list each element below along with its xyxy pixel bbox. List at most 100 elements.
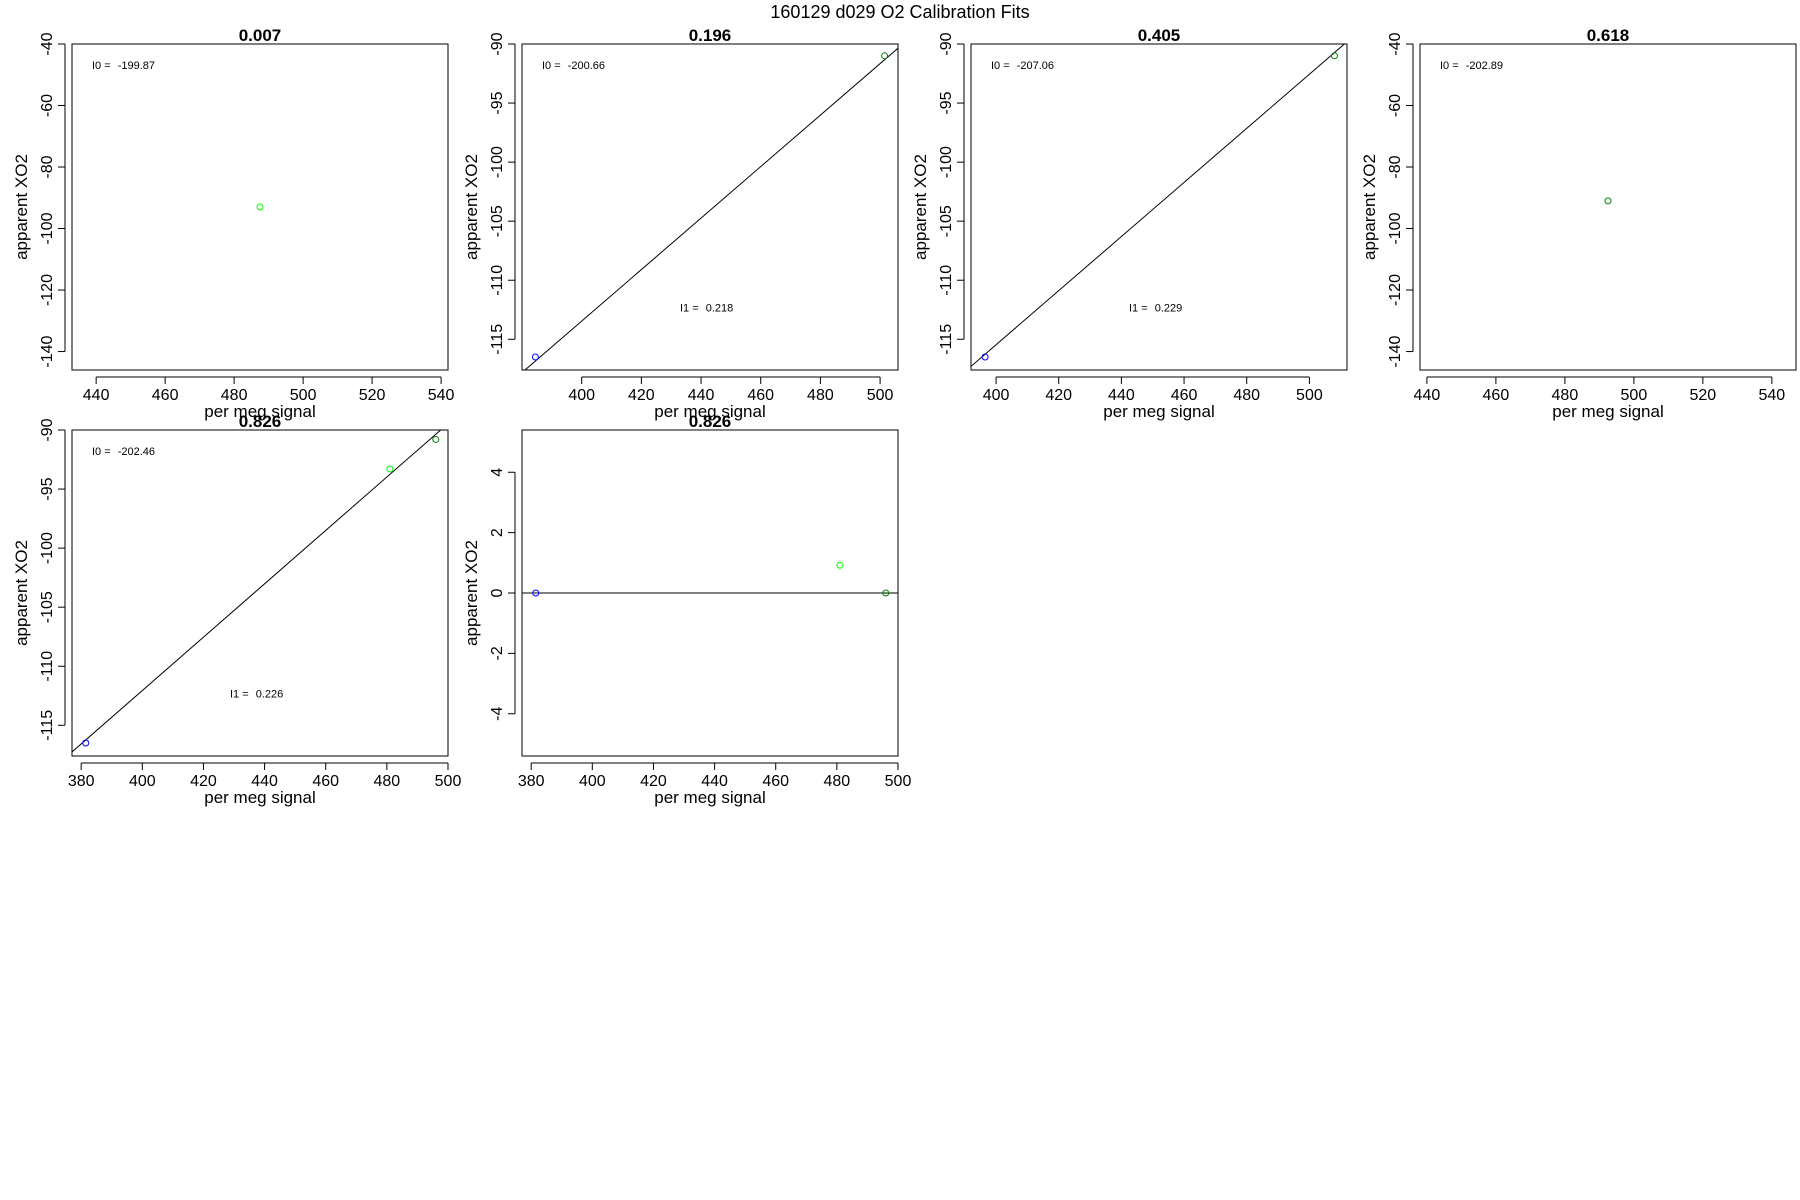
x-tick-label: 540	[428, 387, 455, 404]
plot-frame	[970, 43, 1348, 371]
panel-title: 0.007	[239, 26, 282, 45]
y-tick-label: -90	[489, 32, 506, 55]
data-point	[386, 465, 394, 473]
y-axis-label: apparent XO2	[1360, 154, 1379, 260]
y-tick-label: -90	[39, 418, 56, 441]
data-point	[256, 203, 264, 211]
y-tick-label: -105	[489, 205, 506, 237]
x-tick-label: 420	[1045, 387, 1072, 404]
y-tick-label: -80	[1387, 155, 1404, 178]
panel-title: 0.196	[689, 26, 732, 45]
fit-annotation: I0 = -207.06	[991, 60, 1054, 72]
y-tick-label: -4	[489, 707, 506, 721]
y-tick-label: 2	[489, 528, 506, 537]
y-tick-label: -115	[39, 710, 56, 741]
x-tick-label: 480	[1552, 387, 1579, 404]
y-tick-label: -95	[39, 477, 56, 500]
y-tick-label: -120	[1387, 274, 1404, 306]
x-tick-label: 500	[885, 773, 912, 790]
x-tick-label: 480	[221, 387, 248, 404]
y-tick-label: -110	[489, 265, 506, 296]
fit-line	[524, 47, 898, 370]
x-tick-label: 520	[359, 387, 386, 404]
x-axis-label: per meg signal	[204, 788, 316, 807]
x-tick-label: 460	[1483, 387, 1510, 404]
y-tick-label: -120	[39, 274, 56, 306]
x-tick-label: 480	[1233, 387, 1260, 404]
x-tick-label: 440	[83, 387, 110, 404]
figure-title: 160129 d029 O2 Calibration Fits	[770, 2, 1029, 22]
data-point	[532, 589, 540, 597]
y-tick-label: -95	[938, 91, 955, 114]
x-axis-label: per meg signal	[1103, 402, 1215, 421]
y-axis-label: apparent XO2	[462, 540, 481, 646]
y-tick-label: 4	[489, 468, 506, 477]
y-tick-label: -140	[1387, 335, 1404, 367]
y-tick-label: -110	[938, 265, 955, 296]
data-point	[1604, 197, 1612, 205]
y-tick-label: -80	[39, 155, 56, 178]
x-tick-label: 520	[1690, 387, 1717, 404]
fit-annotation: I1 = 0.226	[230, 688, 283, 700]
panel-title: 0.618	[1587, 26, 1630, 45]
panel-2: 0.196 400 420 440 460 480 500 per meg signal -90…	[462, 26, 899, 421]
x-tick-label: 420	[628, 387, 655, 404]
plot-frame	[521, 43, 899, 371]
x-tick-label: 440	[701, 773, 728, 790]
data-point	[1330, 52, 1338, 60]
fit-line	[971, 44, 1346, 368]
y-tick-label: -60	[1387, 94, 1404, 117]
panel-5: 0.826 380 400 420 440 460 480 500 per meg signal…	[12, 412, 461, 807]
y-axis-label: apparent XO2	[12, 540, 31, 646]
x-tick-label: 460	[1171, 387, 1198, 404]
data-point	[881, 52, 889, 60]
x-tick-label: 500	[1621, 387, 1648, 404]
y-tick-label: 0	[489, 588, 506, 597]
fit-annotation: I0 = -202.46	[92, 446, 155, 458]
x-tick-label: 440	[251, 773, 278, 790]
x-tick-label: 440	[1108, 387, 1135, 404]
x-tick-label: 500	[290, 387, 317, 404]
panel-title: 0.826	[239, 412, 282, 431]
y-tick-label: -100	[938, 146, 955, 178]
y-tick-label: -100	[39, 212, 56, 244]
x-tick-label: 460	[747, 387, 774, 404]
y-tick-label: -100	[489, 146, 506, 178]
data-point	[836, 561, 844, 569]
x-tick-label: 460	[762, 773, 789, 790]
y-tick-label: -110	[39, 651, 56, 682]
x-tick-label: 440	[688, 387, 715, 404]
x-axis-label: per meg signal	[1552, 402, 1664, 421]
x-tick-label: 400	[579, 773, 606, 790]
panel-1: 0.007 440 460 480 500 520 540 per meg signal -40…	[12, 26, 455, 421]
y-axis-label: apparent XO2	[12, 154, 31, 260]
x-axis-label: per meg signal	[204, 402, 316, 421]
y-tick-label: -115	[489, 324, 506, 355]
y-tick-label: -40	[1387, 32, 1404, 55]
plot-frame	[1419, 43, 1797, 371]
x-tick-label: 400	[983, 387, 1010, 404]
x-tick-label: 500	[867, 387, 894, 404]
panel-3: 0.405 400 420 440 460 480 500 per meg signal -90…	[911, 26, 1348, 421]
y-tick-label: -60	[39, 94, 56, 117]
x-tick-label: 480	[807, 387, 834, 404]
fit-annotation: I0 = -200.66	[542, 60, 605, 72]
y-tick-label: -95	[489, 91, 506, 114]
panel-title: 0.826	[689, 412, 732, 431]
x-tick-label: 420	[190, 773, 217, 790]
y-tick-label: -105	[938, 205, 955, 237]
panel-4: 0.618 440 460 480 500 520 540 per meg signal -40…	[1360, 26, 1797, 421]
y-tick-label: -105	[39, 591, 56, 623]
fit-annotation: I0 = -199.87	[92, 60, 155, 72]
plot-frame	[71, 429, 449, 757]
data-point	[981, 353, 989, 361]
y-tick-label: -115	[938, 324, 955, 355]
x-tick-label: 480	[374, 773, 401, 790]
x-tick-label: 460	[312, 773, 339, 790]
fit-annotation: I1 = 0.218	[680, 302, 733, 314]
y-tick-label: -90	[938, 32, 955, 55]
y-tick-label: -2	[489, 646, 506, 660]
